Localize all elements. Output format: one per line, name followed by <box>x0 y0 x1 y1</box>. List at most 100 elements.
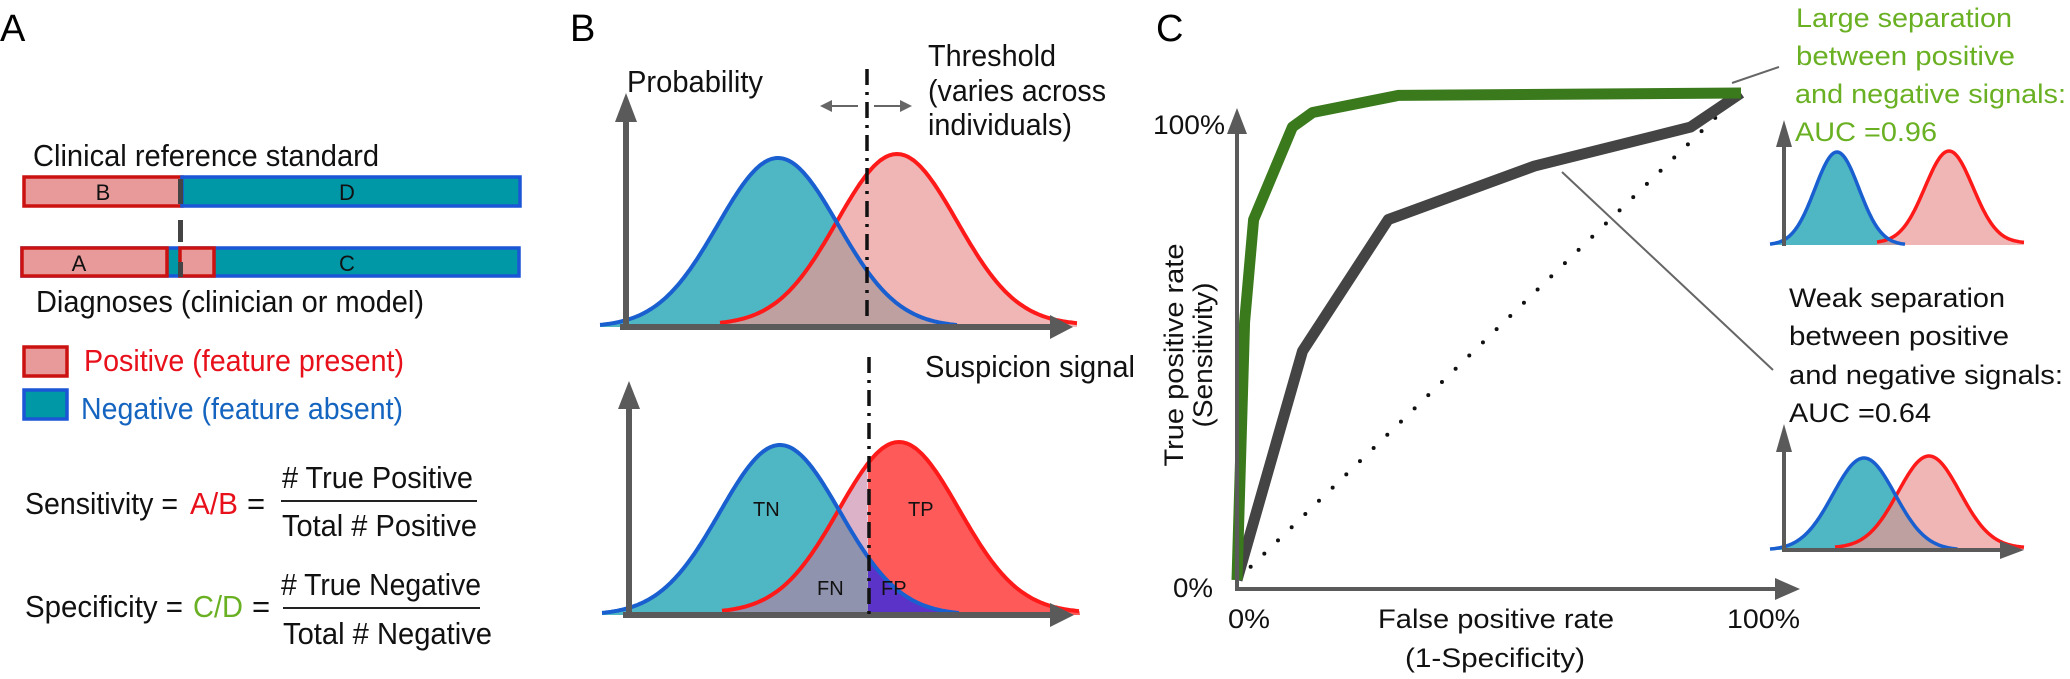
false-positive-region <box>868 557 960 615</box>
x-axis-arrowhead <box>1050 603 1074 627</box>
boundary-marker <box>178 262 183 277</box>
y-axis-sublabel: (Sensitivity) <box>1188 283 1218 428</box>
specificity-ratio: C/D <box>193 589 243 624</box>
legend-swatch-negative <box>22 388 69 421</box>
bar-label-a: A <box>72 251 87 276</box>
region-label-tn: TN <box>753 499 780 521</box>
x-axis-arrowhead <box>1775 578 1800 600</box>
y-tick-label: 100% <box>1153 110 1225 140</box>
sensitivity-formula: Sensitivity = A/B = # True Positive Tota… <box>25 460 477 543</box>
weak-separation-annotation: Weak separation between positive and neg… <box>1789 283 2063 428</box>
x-axis-sublabel: (1-Specificity) <box>1405 643 1585 673</box>
specificity-numerator: # True Negative <box>281 567 481 602</box>
positive-distribution-curve <box>1876 149 2025 245</box>
y-axis-arrowhead <box>618 381 640 409</box>
inset-large-separation <box>1769 149 2025 246</box>
specificity-formula: Specificity = C/D = # True Negative Tota… <box>25 567 492 651</box>
region-label-fn: FN <box>817 578 844 600</box>
panel-label-a: A <box>0 8 26 50</box>
threshold-label-line: (varies across <box>928 73 1106 108</box>
large-separation-annotation: Large separation between positive and ne… <box>1795 3 2066 147</box>
annotation-line: between positive <box>1789 321 2009 351</box>
x-axis-arrowhead <box>1050 315 1073 339</box>
negative-distribution-curve <box>601 443 960 615</box>
bar-segment-d <box>180 175 522 208</box>
positive-distribution-fill <box>1877 151 2024 245</box>
panel-a: A Clinical reference standard B D A C Di… <box>0 8 522 651</box>
panel-label-b: B <box>570 8 595 50</box>
reference-bar: B D <box>22 175 522 208</box>
threshold-label-line: Threshold <box>928 38 1056 73</box>
roc-curve-auc-0-96 <box>1231 87 1742 581</box>
legend-label-positive: Positive (feature present) <box>84 343 404 378</box>
sensitivity-denominator: Total # Positive <box>282 508 477 543</box>
bar-label-d: D <box>339 180 355 205</box>
threshold-label-line: individuals) <box>928 107 1072 142</box>
panel-c: C 100% 0% 0% 100% False positive rate (1… <box>1153 3 2066 673</box>
auc-value: AUC =0.96 <box>1795 117 1937 147</box>
y-axis-arrowhead <box>1776 120 1792 147</box>
reference-standard-title: Clinical reference standard <box>33 138 379 173</box>
legend: Positive (feature present) Negative (fea… <box>22 343 404 426</box>
inset-axes <box>1776 120 2024 559</box>
x-axis-label: False positive rate <box>1378 604 1614 634</box>
distribution-plot-bottom <box>601 439 1080 615</box>
panel-b: B Probability Threshold (varies across i… <box>570 8 1135 627</box>
y-axis-label: True positive rate <box>1159 244 1189 467</box>
roc-curve-auc-0-64 <box>1231 88 1745 582</box>
boundary-marker <box>178 179 183 204</box>
panel-label-c: C <box>1156 8 1183 50</box>
positive-distribution-curve <box>1834 454 2025 549</box>
arrow-left-icon <box>820 100 832 112</box>
bar-label-b: B <box>96 180 111 205</box>
bar-segment-b <box>22 175 184 208</box>
positive-distribution-curve <box>721 439 1080 614</box>
specificity-name: Specificity = <box>25 589 183 624</box>
roc-plot <box>1231 87 1745 582</box>
true-positive-region <box>868 442 1080 615</box>
threshold-shift-arrows <box>820 100 912 112</box>
y-axis-arrowhead <box>1776 424 1792 452</box>
distribution-plot-top <box>599 151 1078 327</box>
sensitivity-name: Sensitivity = <box>25 486 178 521</box>
bar-segment-false-positive <box>178 246 216 278</box>
arrow-right-icon <box>900 100 912 112</box>
positive-distribution-curve <box>719 151 1078 326</box>
y-axis-label: Probability <box>627 64 763 99</box>
x-axis-label: Suspicion signal <box>925 349 1135 384</box>
boundary-marker <box>178 220 183 242</box>
axes <box>615 93 1074 627</box>
region-label-fp: FP <box>881 578 907 600</box>
equals-sign: = <box>247 486 265 521</box>
leader-line <box>1731 66 1780 84</box>
false-negative-region <box>722 510 868 615</box>
specificity-denominator: Total # Negative <box>283 616 492 651</box>
bar-segment-a <box>20 246 169 278</box>
sensitivity-ratio: A/B <box>190 486 238 521</box>
bar-label-c: C <box>339 251 355 276</box>
diagnoses-bar: A C <box>20 246 521 278</box>
negative-distribution-curve <box>1769 150 1906 246</box>
y-axis-arrowhead <box>615 93 637 122</box>
x-tick-label: 100% <box>1727 604 1800 634</box>
annotation-line: and negative signals: <box>1795 79 2066 109</box>
negative-distribution-curve <box>1769 456 1958 551</box>
diagnoses-title: Diagnoses (clinician or model) <box>36 284 424 319</box>
x-tick-label: 0% <box>1228 604 1270 634</box>
auc-value: AUC =0.64 <box>1789 398 1931 428</box>
annotation-line: and negative signals: <box>1789 360 2063 390</box>
sensitivity-numerator: # True Positive <box>282 460 473 495</box>
inset-weak-separation <box>1769 454 2025 551</box>
negative-distribution-fill <box>1770 152 1905 245</box>
y-tick-label: 0% <box>1173 573 1213 603</box>
legend-swatch-positive <box>22 345 69 378</box>
annotation-line: between positive <box>1796 41 2015 71</box>
annotation-line: Large separation <box>1796 3 2012 33</box>
y-axis-arrowhead <box>1227 108 1247 134</box>
negative-distribution-curve <box>599 156 958 327</box>
roc-axes <box>1227 108 1800 600</box>
region-label-tp: TP <box>908 499 934 521</box>
x-axis-arrowhead <box>2000 541 2024 559</box>
leader-line <box>1561 171 1774 371</box>
equals-sign: = <box>252 589 270 624</box>
